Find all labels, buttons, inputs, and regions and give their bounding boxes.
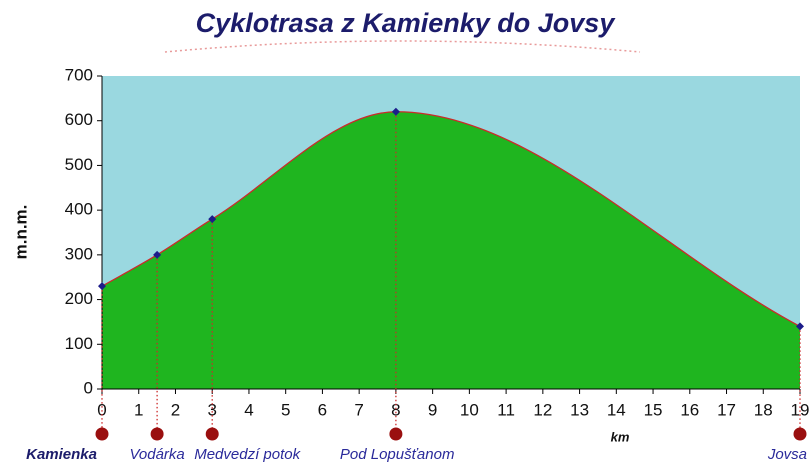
y-tick-label: 300 bbox=[65, 244, 93, 263]
x-tick-label: 4 bbox=[244, 400, 253, 419]
y-tick-label: 400 bbox=[65, 200, 93, 219]
y-tick-label: 100 bbox=[65, 334, 93, 353]
y-tick-label: 200 bbox=[65, 289, 93, 308]
point-marker bbox=[796, 322, 804, 331]
x-tick-label: 7 bbox=[354, 400, 363, 419]
place-label: Medvedzí potok bbox=[194, 446, 301, 463]
place-marker bbox=[205, 427, 219, 441]
x-tick-label: 15 bbox=[644, 400, 663, 419]
place-marker bbox=[389, 427, 403, 441]
x-tick-label: 11 bbox=[497, 400, 515, 419]
place-label: Pod Lopušťanom bbox=[340, 446, 455, 463]
place-label: Kamienka bbox=[26, 446, 97, 463]
y-tick-label: 0 bbox=[84, 378, 93, 397]
y-tick-label: 500 bbox=[65, 155, 93, 174]
x-tick-label: 3 bbox=[207, 400, 216, 419]
x-tick-label: 14 bbox=[607, 400, 626, 419]
x-tick-label: 6 bbox=[318, 400, 327, 419]
x-tick-label: 5 bbox=[281, 400, 290, 419]
title-decoration bbox=[164, 40, 641, 53]
x-tick-label: 9 bbox=[428, 400, 437, 419]
y-tick-label: 700 bbox=[65, 65, 93, 84]
x-tick-label: 18 bbox=[754, 400, 773, 419]
y-tick-label: 600 bbox=[65, 110, 93, 129]
place-marker bbox=[95, 427, 109, 441]
place-label: Vodárka bbox=[129, 446, 184, 463]
x-axis-label: km bbox=[611, 429, 630, 444]
x-tick-label: 0 bbox=[97, 400, 106, 419]
chart-title: Cyklotrasa z Kamienky do Jovsy bbox=[196, 8, 617, 38]
point-marker bbox=[208, 215, 217, 224]
x-tick-label: 13 bbox=[570, 400, 589, 419]
place-label: Jovsa bbox=[767, 446, 807, 463]
y-axis-label: m.n.m. bbox=[11, 205, 30, 260]
x-tick-label: 19 bbox=[791, 400, 810, 419]
x-tick-label: 17 bbox=[717, 400, 736, 419]
point-marker bbox=[153, 250, 162, 259]
x-tick-label: 16 bbox=[680, 400, 699, 419]
point-marker bbox=[98, 282, 106, 291]
x-tick-label: 12 bbox=[533, 400, 552, 419]
x-tick-label: 8 bbox=[391, 400, 400, 419]
x-tick-label: 1 bbox=[134, 400, 143, 419]
x-tick-label: 2 bbox=[171, 400, 180, 419]
point-marker bbox=[391, 107, 400, 116]
x-tick-label: 10 bbox=[460, 400, 479, 419]
area bbox=[102, 111, 800, 389]
place-marker bbox=[793, 427, 807, 441]
place-marker bbox=[150, 427, 164, 441]
